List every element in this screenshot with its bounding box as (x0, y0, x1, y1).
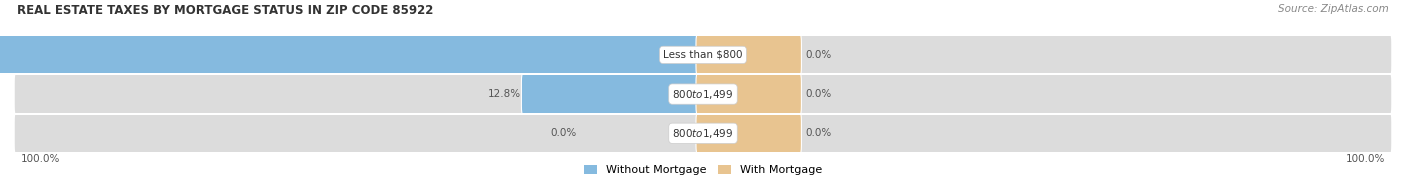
Text: 0.0%: 0.0% (806, 89, 832, 99)
Text: $800 to $1,499: $800 to $1,499 (672, 127, 734, 140)
FancyBboxPatch shape (14, 103, 1392, 163)
Text: $800 to $1,499: $800 to $1,499 (672, 88, 734, 101)
Text: REAL ESTATE TAXES BY MORTGAGE STATUS IN ZIP CODE 85922: REAL ESTATE TAXES BY MORTGAGE STATUS IN … (17, 4, 433, 17)
Text: 0.0%: 0.0% (550, 128, 576, 138)
FancyBboxPatch shape (522, 64, 710, 124)
Text: 0.0%: 0.0% (806, 128, 832, 138)
FancyBboxPatch shape (14, 64, 1392, 124)
Text: 100.0%: 100.0% (21, 154, 60, 164)
FancyBboxPatch shape (14, 25, 1392, 85)
Legend: Without Mortgage, With Mortgage: Without Mortgage, With Mortgage (579, 161, 827, 180)
Text: 100.0%: 100.0% (1346, 154, 1385, 164)
Text: Less than $800: Less than $800 (664, 50, 742, 60)
FancyBboxPatch shape (696, 25, 801, 85)
FancyBboxPatch shape (0, 25, 710, 85)
Text: Source: ZipAtlas.com: Source: ZipAtlas.com (1278, 4, 1389, 14)
FancyBboxPatch shape (696, 64, 801, 124)
Text: 12.8%: 12.8% (488, 89, 522, 99)
Text: 0.0%: 0.0% (806, 50, 832, 60)
FancyBboxPatch shape (696, 103, 801, 163)
